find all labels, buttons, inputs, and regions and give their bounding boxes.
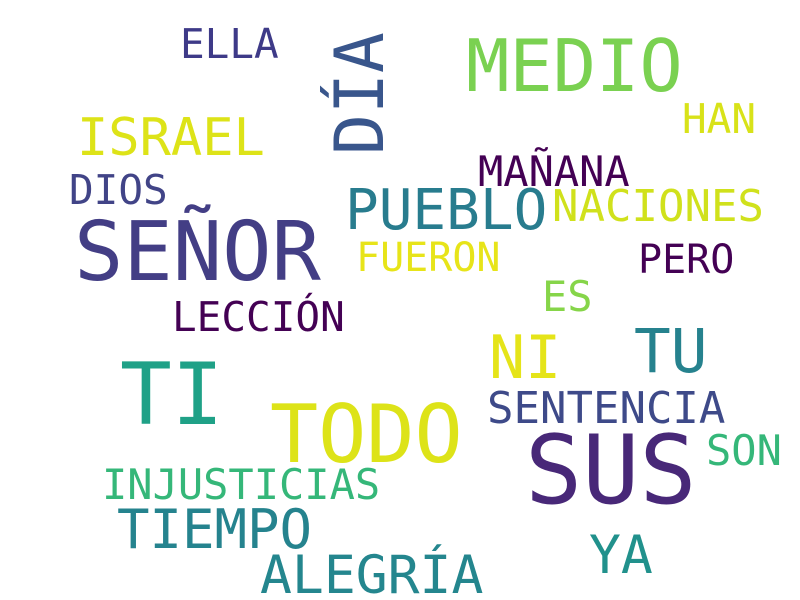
word-son: SON (706, 426, 782, 475)
word-senor: SEÑOR (74, 205, 321, 300)
word-tiempo: TIEMPO (117, 498, 313, 561)
word-medio: MEDIO (466, 24, 683, 108)
word-es: ES (542, 272, 593, 321)
word-ti: TI (120, 345, 224, 445)
word-pero: PERO (638, 237, 735, 283)
word-pueblo: PUEBLO (345, 178, 548, 243)
word-dios: DIOS (69, 166, 168, 214)
word-ella: ELLA (180, 20, 279, 68)
word-todo: TODO (270, 388, 463, 481)
word-han: HAN (682, 95, 757, 143)
word-ni: NI (489, 323, 562, 393)
word-naciones: NACIONES (552, 181, 764, 232)
word-fueron: FUERON (356, 235, 501, 281)
word-alegria: ALEGRÍA (260, 545, 484, 600)
word-dia: DÍA (321, 32, 400, 155)
word-israel: ISRAEL (77, 108, 265, 168)
word-tu: TU (634, 316, 708, 387)
word-leccion: LECCIÓN (172, 293, 345, 341)
word-injusticias: INJUSTICIAS (102, 460, 381, 509)
word-ya: YA (589, 525, 653, 586)
word-sentencia: SENTENCIA (487, 383, 726, 434)
word-manana: MAÑANA (478, 147, 630, 196)
word-sus: SUS (525, 416, 697, 526)
